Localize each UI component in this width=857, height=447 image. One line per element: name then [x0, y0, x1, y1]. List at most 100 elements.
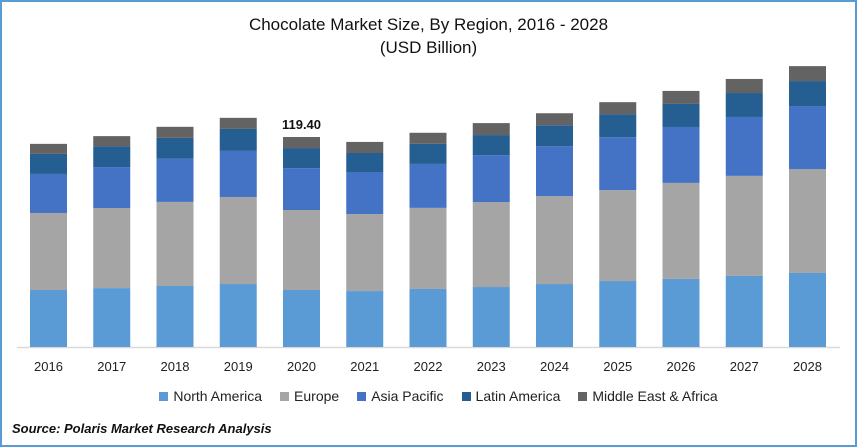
x-tick-label: 2022 [414, 359, 443, 374]
legend: North America Europe Asia Pacific Latin Ame… [2, 388, 855, 404]
stacked-bar-chart: 2016 2017 2018 2019 2020 119.40 2021 2022 2023 20… [17, 66, 840, 374]
bar-segment-2025-latin-america [599, 114, 637, 138]
legend-item: North America [159, 388, 262, 404]
bar-segment-2021-europe [346, 214, 384, 292]
bar-segment-2022-asia-pacific [409, 163, 447, 208]
legend-label: Europe [294, 388, 340, 404]
bar-segment-2024-europe [536, 196, 573, 285]
bar-segment-2028-europe [789, 169, 826, 273]
x-tick-label: 2023 [477, 359, 506, 374]
bar-segment-2017-north-america [93, 288, 131, 347]
chart-title-block: Chocolate Market Size, By Region, 2016 -… [2, 13, 855, 59]
bar-segment-2016-asia-pacific [30, 173, 67, 213]
bar-segment-2025-north-america [599, 281, 637, 347]
bar-segment-2016-middle-east-africa [30, 143, 67, 154]
bar-segment-2016-europe [30, 212, 67, 291]
bar-segment-2026-middle-east-africa [662, 90, 700, 104]
bar-segment-2018-north-america [156, 285, 194, 347]
bar-segment-2025-asia-pacific [599, 137, 637, 191]
bar-segment-2028-latin-america [789, 81, 826, 107]
legend-item: Latin America [461, 388, 561, 404]
x-tick-label: 2028 [793, 359, 822, 374]
bar-segment-2027-north-america [725, 275, 763, 347]
bar-segment-2027-middle-east-africa [725, 78, 763, 94]
bar-segment-2021-latin-america [346, 153, 384, 172]
legend-swatch [357, 391, 367, 401]
bar-segment-2022-middle-east-africa [409, 132, 447, 144]
legend-label: Latin America [475, 388, 561, 404]
legend-label: North America [173, 388, 263, 404]
legend-swatch [578, 391, 588, 401]
bar-segment-2028-asia-pacific [789, 106, 826, 170]
legend-label: Asia Pacific [371, 388, 444, 404]
bar-segment-2023-europe [472, 202, 510, 288]
bar-segment-2021-north-america [346, 291, 384, 347]
bar-segment-2020-north-america [283, 290, 320, 347]
x-tick-label: 2016 [34, 359, 63, 374]
x-tick-label: 2025 [603, 359, 632, 374]
x-tick-label: 2026 [667, 359, 696, 374]
bar-segment-2022-latin-america [409, 143, 447, 164]
legend-swatch [159, 391, 169, 401]
bar-segment-2021-middle-east-africa [346, 141, 384, 154]
bar-segment-2017-europe [93, 208, 131, 289]
bar-segment-2019-middle-east-africa [219, 117, 257, 129]
chart-subtitle: (USD Billion) [379, 38, 478, 57]
bar-segment-2026-europe [662, 182, 700, 279]
bar-segment-2028-north-america [789, 272, 826, 347]
bar-segment-2021-asia-pacific [346, 172, 384, 215]
bar-segment-2024-asia-pacific [536, 146, 573, 197]
bar-segment-2020-asia-pacific [283, 168, 320, 210]
x-tick-label: 2021 [350, 359, 379, 374]
bar-segment-2020-europe [283, 209, 320, 291]
source-note: Source: Polaris Market Research Analysis [12, 421, 272, 436]
bar-segment-2016-north-america [30, 290, 67, 347]
x-tick-label: 2018 [161, 359, 190, 374]
bar-segment-2024-latin-america [536, 125, 573, 147]
bar-segment-2026-asia-pacific [662, 126, 700, 183]
bar-segment-2024-north-america [536, 284, 573, 347]
legend-swatch [280, 391, 290, 401]
bar-segment-2023-asia-pacific [472, 155, 510, 203]
bar-segment-2023-north-america [472, 287, 510, 347]
bar-segment-2018-middle-east-africa [156, 126, 194, 138]
bar-segment-2018-europe [156, 201, 194, 286]
legend-label: Middle East & Africa [592, 388, 718, 404]
bar-segment-2019-north-america [219, 284, 257, 347]
x-tick-label: 2019 [224, 359, 253, 374]
bar-segment-2020-latin-america [283, 148, 320, 169]
bar-segment-2026-north-america [662, 278, 700, 347]
legend-swatch [461, 391, 471, 401]
bar-segment-2016-latin-america [30, 153, 67, 174]
bar-segment-2024-middle-east-africa [536, 113, 573, 126]
bar-segment-2027-latin-america [725, 93, 763, 117]
legend-item: Middle East & Africa [578, 388, 718, 404]
bar-segment-2017-latin-america [93, 146, 131, 168]
bar-segment-2017-middle-east-africa [93, 136, 131, 147]
x-tick-label: 2020 [287, 359, 316, 374]
bar-segment-2022-europe [409, 207, 447, 289]
bar-segment-2020-middle-east-africa [283, 137, 320, 149]
x-tick-label: 2024 [540, 359, 569, 374]
bar-segment-2026-latin-america [662, 103, 700, 127]
bar-segment-2025-europe [599, 190, 637, 282]
bar-segment-2027-europe [725, 175, 763, 276]
bar-segment-2017-asia-pacific [93, 167, 131, 209]
bar-segment-2019-asia-pacific [219, 150, 257, 197]
x-tick-label: 2027 [730, 359, 759, 374]
chart-title: Chocolate Market Size, By Region, 2016 -… [248, 15, 609, 34]
bar-segment-2019-europe [219, 196, 257, 285]
bar-segment-2018-latin-america [156, 137, 194, 159]
legend-item: Europe [280, 388, 339, 404]
legend-item: Asia Pacific [357, 388, 444, 404]
bar-segment-2027-asia-pacific [725, 116, 763, 176]
bar-segment-2028-middle-east-africa [789, 66, 826, 82]
bar-segment-2023-latin-america [472, 135, 510, 156]
data-label: 119.40 [282, 117, 321, 132]
bar-segment-2025-middle-east-africa [599, 102, 637, 115]
bar-segment-2022-north-america [409, 288, 447, 347]
bar-segment-2023-middle-east-africa [472, 123, 510, 136]
bar-segment-2018-asia-pacific [156, 158, 194, 202]
x-tick-label: 2017 [97, 359, 126, 374]
